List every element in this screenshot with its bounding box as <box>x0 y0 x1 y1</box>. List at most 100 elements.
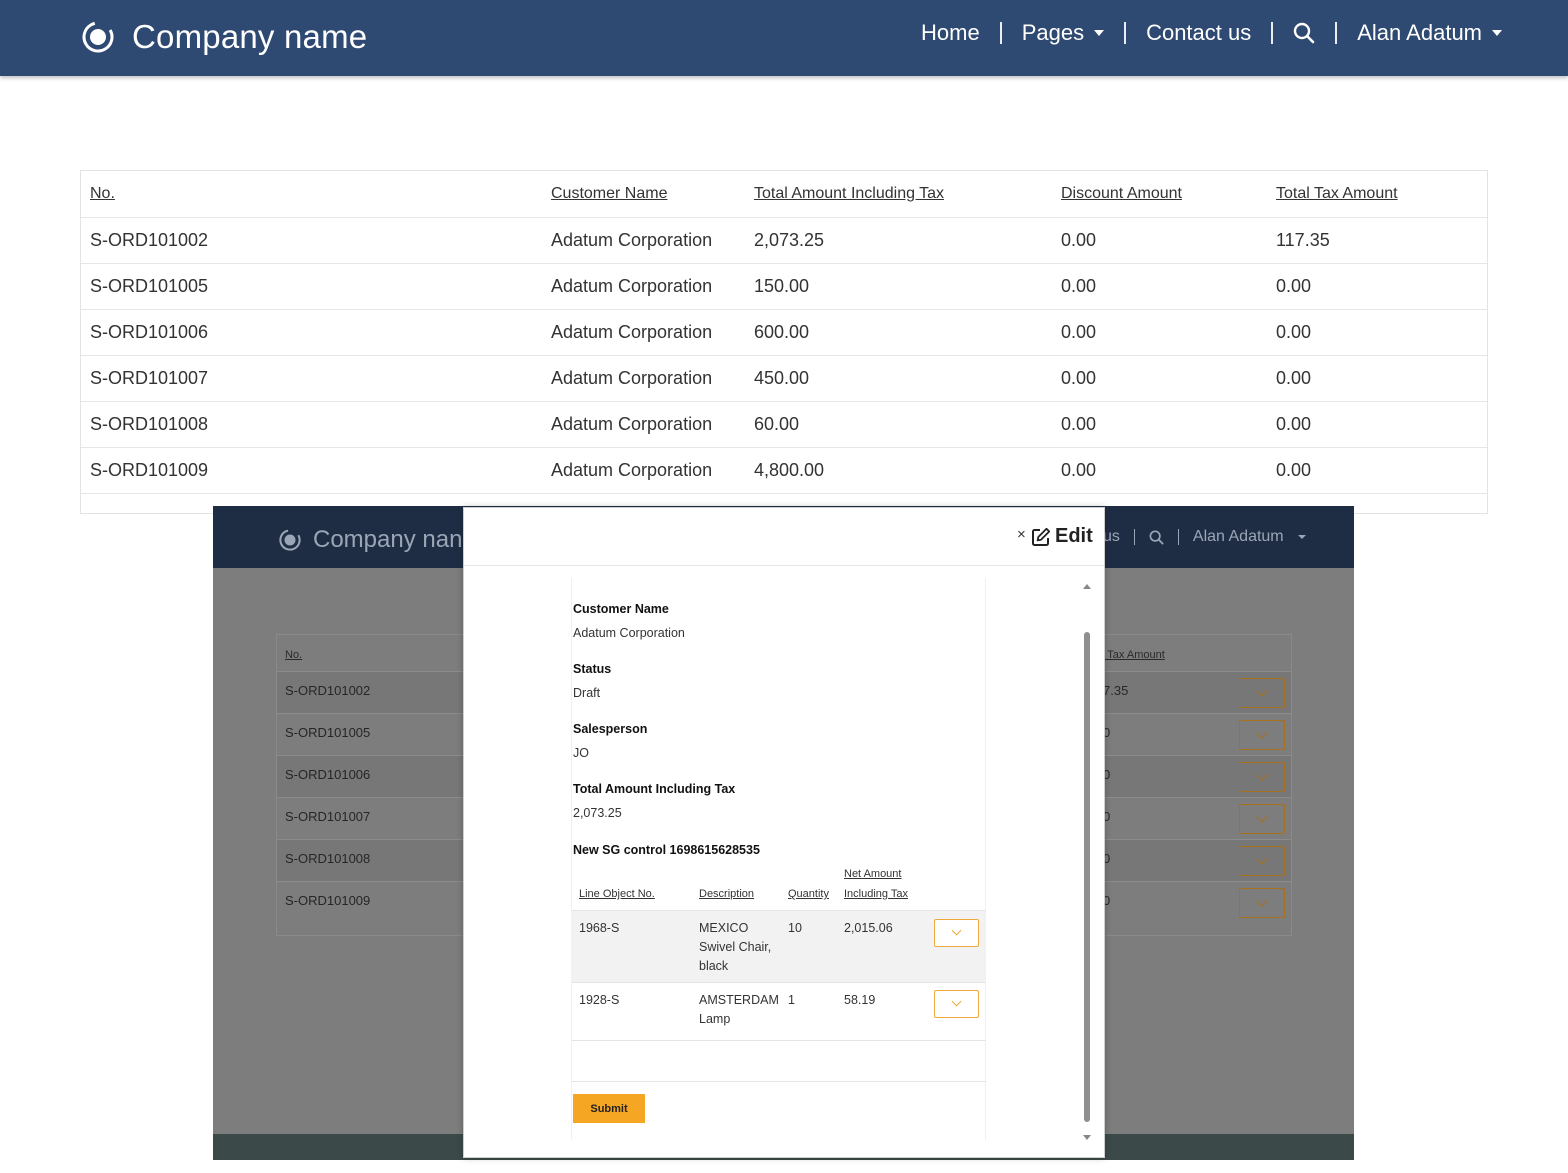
column-header-discount[interactable]: Discount Amount <box>1052 171 1267 218</box>
nav-divider <box>1335 22 1338 44</box>
subgrid-header-quantity[interactable]: Quantity <box>788 888 829 900</box>
inset-cell-no: S-ORD101002 <box>285 683 371 698</box>
cell-no: S-ORD101007 <box>81 355 542 402</box>
nav-pages-dropdown[interactable]: Pages <box>1022 20 1105 46</box>
subgrid-cell-line: 1928-S <box>579 993 620 1007</box>
close-button[interactable]: × <box>1017 526 1026 543</box>
inset-column-header-no: No. <box>285 649 303 661</box>
row-actions-dropdown[interactable] <box>934 990 979 1018</box>
inset-cell-tax: 0 <box>1103 893 1111 908</box>
table-header-row: No. Customer Name Total Amount Including… <box>81 171 1487 218</box>
subgrid-cell-description: AMSTERDAM Lamp <box>699 991 779 1029</box>
subgrid-empty-row <box>572 1040 986 1082</box>
orders-list: No. Customer Name Total Amount Including… <box>80 170 1488 514</box>
scroll-up-arrow-icon[interactable] <box>1083 584 1091 589</box>
table-row[interactable]: S-ORD101006 Adatum Corporation 600.00 0.… <box>81 309 1487 356</box>
cell-tax: 0.00 <box>1267 263 1487 310</box>
row-actions-dropdown <box>1239 678 1285 708</box>
cell-tax: 0.00 <box>1267 355 1487 402</box>
modal-scrollbar[interactable] <box>1081 580 1093 1142</box>
edit-icon <box>1032 527 1051 546</box>
row-actions-dropdown <box>1239 720 1285 750</box>
top-navbar: Company name Home Pages Contact us Alan … <box>0 0 1568 76</box>
cell-total: 2,073.25 <box>745 217 1052 264</box>
chevron-down-icon <box>1256 895 1268 907</box>
subgrid-header-line[interactable]: Line Object No. <box>579 888 655 900</box>
inset-cell-tax: 7.35 <box>1103 683 1129 698</box>
edit-modal: × Edit Customer Name Adatum Corporation … <box>463 507 1105 1158</box>
description-line: AMSTERDAM <box>699 993 779 1007</box>
subgrid-header-description[interactable]: Description <box>699 888 755 900</box>
description-line: MEXICO <box>699 921 749 935</box>
cell-discount: 0.00 <box>1052 401 1267 448</box>
salesperson-value: JO <box>573 746 589 760</box>
cell-discount: 0.00 <box>1052 217 1267 264</box>
inset-cell-no: S-ORD101006 <box>285 767 371 782</box>
inset-cell-tax: 0 <box>1103 851 1111 866</box>
scroll-thumb[interactable] <box>1084 632 1090 1122</box>
cell-customer: Adatum Corporation <box>542 309 745 356</box>
brand[interactable]: Company name <box>82 18 367 56</box>
table-row[interactable]: S-ORD101005 Adatum Corporation 150.00 0.… <box>81 263 1487 310</box>
column-header-no[interactable]: No. <box>81 171 542 218</box>
submit-button[interactable]: Submit <box>573 1094 645 1123</box>
row-actions-dropdown <box>1239 846 1285 876</box>
cell-tax: 0.00 <box>1267 309 1487 356</box>
cell-discount: 0.00 <box>1052 263 1267 310</box>
search-icon <box>1149 530 1164 545</box>
row-actions-dropdown[interactable] <box>934 919 979 947</box>
subgrid-cell-quantity: 10 <box>788 921 802 935</box>
cell-tax: 0.00 <box>1267 447 1487 494</box>
table-row[interactable]: S-ORD101002 Adatum Corporation 2,073.25 … <box>81 217 1487 264</box>
cell-discount: 0.00 <box>1052 355 1267 402</box>
status-label: Status <box>573 662 612 676</box>
cell-tax: 0.00 <box>1267 401 1487 448</box>
company-logo-icon <box>279 529 301 551</box>
inset-cell-no: S-ORD101008 <box>285 851 371 866</box>
inset-cell-tax: 0 <box>1103 809 1111 824</box>
subgrid-title: New SG control 1698615628535 <box>573 843 760 857</box>
nav-divider <box>1177 529 1179 545</box>
table-row[interactable]: 1968-S MEXICO Swivel Chair, black 10 2,0… <box>572 910 986 982</box>
cell-total: 60.00 <box>745 401 1052 448</box>
cell-tax: 117.35 <box>1267 217 1487 264</box>
inset-brand: Company nan <box>279 526 462 554</box>
subgrid-header-net-line1[interactable]: Net Amount <box>844 868 902 880</box>
table-row[interactable]: 1928-S AMSTERDAM Lamp 1 58.19 <box>572 982 986 1034</box>
cell-total: 150.00 <box>745 263 1052 310</box>
search-button[interactable] <box>1293 22 1315 44</box>
chevron-down-icon <box>1256 853 1268 865</box>
company-logo-icon <box>82 21 114 53</box>
subgrid-header-net-line2[interactable]: Including Tax <box>844 888 909 900</box>
subgrid-cell-quantity: 1 <box>788 993 795 1007</box>
customer-name-value: Adatum Corporation <box>573 626 685 640</box>
table-row[interactable]: S-ORD101009 Adatum Corporation 4,800.00 … <box>81 447 1487 494</box>
cell-total: 4,800.00 <box>745 447 1052 494</box>
cell-no: S-ORD101008 <box>81 401 542 448</box>
row-actions-dropdown <box>1239 888 1285 918</box>
user-name: Alan Adatum <box>1357 20 1482 45</box>
column-header-customer[interactable]: Customer Name <box>542 171 745 218</box>
user-menu-dropdown[interactable]: Alan Adatum <box>1357 20 1502 46</box>
column-header-total[interactable]: Total Amount Including Tax <box>745 171 1052 218</box>
nav-home-link[interactable]: Home <box>921 20 980 45</box>
cell-discount: 0.00 <box>1052 309 1267 356</box>
cell-customer: Adatum Corporation <box>542 447 745 494</box>
cell-no: S-ORD101009 <box>81 447 542 494</box>
salesperson-label: Salesperson <box>573 722 648 736</box>
row-actions-dropdown <box>1239 762 1285 792</box>
cell-total: 600.00 <box>745 309 1052 356</box>
nav-contact-link[interactable]: Contact us <box>1146 20 1252 45</box>
chevron-down-icon <box>1256 685 1268 697</box>
modal-header: × Edit <box>464 508 1104 566</box>
cell-customer: Adatum Corporation <box>542 217 745 264</box>
cell-no: S-ORD101005 <box>81 263 542 310</box>
table-row[interactable]: S-ORD101008 Adatum Corporation 60.00 0.0… <box>81 401 1487 448</box>
scroll-down-arrow-icon[interactable] <box>1083 1135 1091 1140</box>
table-row[interactable]: S-ORD101007 Adatum Corporation 450.00 0.… <box>81 355 1487 402</box>
caret-down-icon <box>1297 535 1306 539</box>
column-header-tax[interactable]: Total Tax Amount <box>1267 171 1487 218</box>
modal-title: Edit <box>1031 525 1093 548</box>
nav-divider <box>1133 529 1135 545</box>
description-line: Lamp <box>699 1012 731 1026</box>
